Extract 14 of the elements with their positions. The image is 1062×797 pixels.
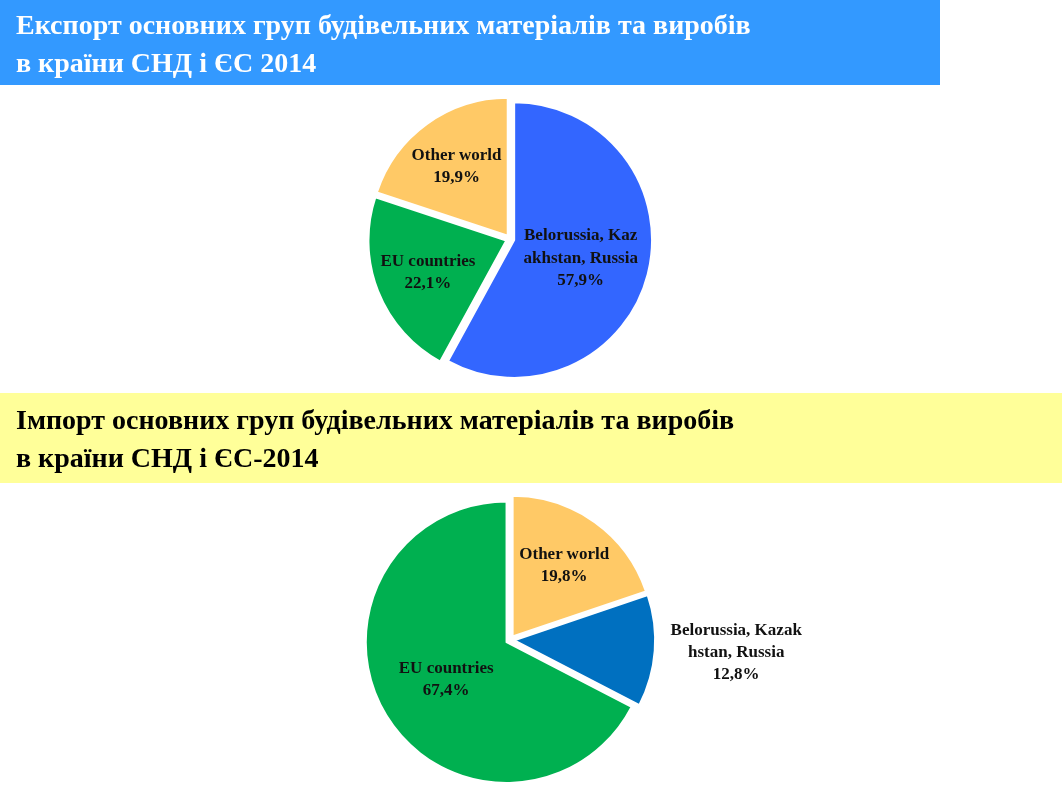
chart-title: Імпорт основних груп будівельних матеріалів та виробів в країни СНД і ЄС-2014: [0, 393, 1062, 483]
data-label: 57,9%: [557, 269, 605, 289]
data-label: 19,8%: [540, 565, 588, 585]
slice-label: Other world: [519, 543, 610, 563]
slice-label: EU countries: [398, 658, 495, 678]
slice-label: Belorussia, Kaz akhstan, Russia: [523, 225, 639, 267]
slice-label: Belorussia, Kazak hstan, Russia: [670, 619, 803, 661]
data-label: 19,9%: [433, 166, 480, 186]
data-label: 67,4%: [422, 680, 470, 700]
data-label: 12,8%: [712, 663, 760, 683]
data-label: 22,1%: [404, 272, 452, 292]
chart-title: Експорт основних груп будівельних матеріалів та виробів в країни СНД і ЄС 2014: [0, 0, 940, 85]
slice-label: EU countries: [380, 250, 476, 270]
slice-label: Other world: [411, 144, 503, 164]
